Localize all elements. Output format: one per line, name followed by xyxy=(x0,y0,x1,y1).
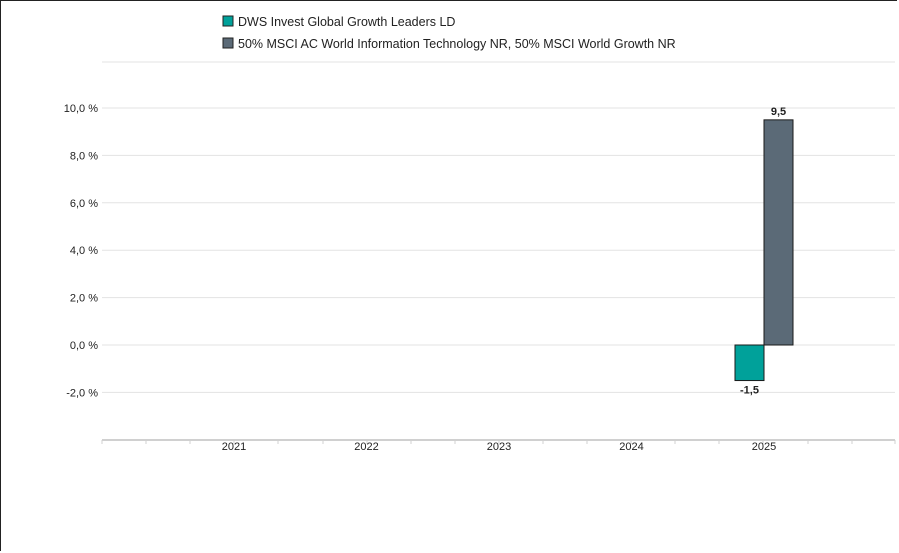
x-tick-label: 2025 xyxy=(752,441,776,453)
legend-label: 50% MSCI AC World Information Technology… xyxy=(238,37,676,51)
y-tick-label: 8,0 % xyxy=(70,150,98,162)
legend-swatch xyxy=(222,15,234,27)
x-tick-label: 2022 xyxy=(354,441,378,453)
y-tick-label: 10,0 % xyxy=(64,103,98,115)
y-tick-label: 6,0 % xyxy=(70,198,98,210)
x-tick-label: 2024 xyxy=(619,441,643,453)
legend-label: DWS Invest Global Growth Leaders LD xyxy=(238,15,455,29)
x-tick-label: 2021 xyxy=(222,441,246,453)
bar xyxy=(763,119,794,346)
x-tick-label: 2023 xyxy=(487,441,511,453)
y-tick-label: 2,0 % xyxy=(70,293,98,305)
data-label: 9,5 xyxy=(771,106,786,118)
legend-item: DWS Invest Global Growth Leaders LD xyxy=(222,15,455,29)
legend-item: 50% MSCI AC World Information Technology… xyxy=(222,37,676,51)
data-label: -1,5 xyxy=(740,385,759,397)
y-tick-label: -2,0 % xyxy=(66,387,98,399)
y-tick-label: 0,0 % xyxy=(70,340,98,352)
legend-swatch xyxy=(222,37,234,49)
bar xyxy=(734,344,765,382)
y-tick-label: 4,0 % xyxy=(70,245,98,257)
